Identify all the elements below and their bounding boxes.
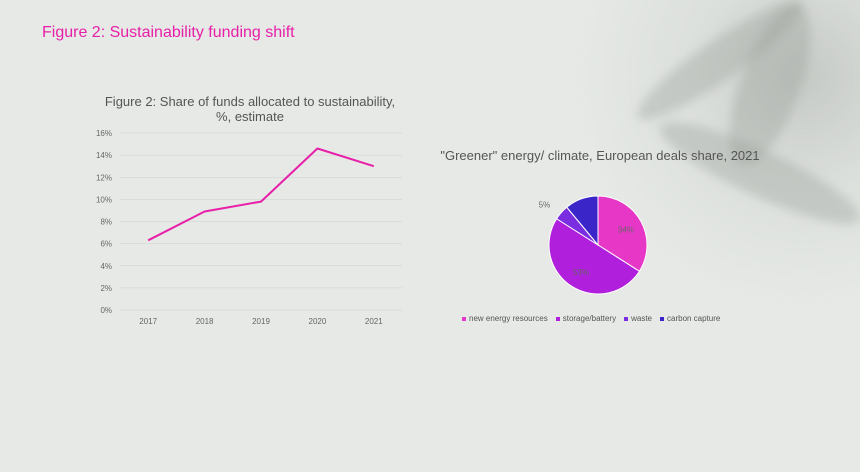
legend-label: storage/battery (562, 314, 617, 323)
data-label: 34% (618, 226, 634, 235)
legend-item: storage/battery (555, 314, 617, 323)
legend-swatch (462, 316, 466, 321)
legend-swatch (624, 316, 629, 321)
legend-item: waste (624, 314, 652, 323)
y-tick-label: 10% (96, 195, 112, 204)
x-tick-label: 2018 (196, 317, 214, 326)
x-tick-label: 2017 (139, 317, 157, 326)
legend-label: carbon capture (667, 314, 721, 323)
data-label: 5% (539, 201, 551, 210)
legend-swatch (660, 316, 664, 321)
line-chart-title: Figure 2: Share of funds allocated to su… (104, 94, 396, 124)
x-tick-label: 2019 (252, 317, 270, 326)
pie-legend: new energy resources storage/battery waste… (462, 314, 720, 323)
legend-label: waste (631, 314, 652, 323)
data-label: 53% (573, 268, 589, 277)
pie-slice (566, 195, 599, 247)
y-tick-label: 16% (96, 129, 112, 138)
x-tick-label: 2021 (365, 317, 383, 326)
y-tick-label: 0% (100, 306, 112, 315)
legend-label: new energy resources (469, 314, 548, 323)
legend-item: new energy resources (462, 314, 548, 323)
y-tick-label: 8% (100, 218, 112, 227)
pie-slice (548, 218, 641, 295)
y-tick-label: 2% (100, 284, 112, 293)
x-tick-label: 2020 (309, 317, 327, 326)
legend-swatch (555, 316, 560, 321)
pie-chart-title: "Greener" energy/ climate, European deal… (440, 148, 760, 163)
page-title: Figure 2: Sustainability funding shift (42, 24, 295, 41)
y-tick-label: 6% (100, 240, 112, 249)
y-tick-label: 14% (96, 151, 112, 160)
series-line (147, 147, 375, 242)
legend-item: carbon capture (660, 314, 720, 323)
y-tick-label: 12% (96, 173, 112, 182)
y-tick-label: 4% (100, 262, 112, 271)
